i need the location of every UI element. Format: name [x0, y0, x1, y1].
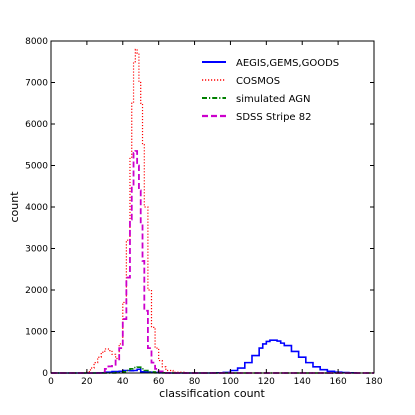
- legend: AEGIS,GEMS,GOODS COSMOS simulated AGN SDSS …: [202, 58, 339, 123]
- legend-label-1: AEGIS,GEMS,GOODS: [236, 58, 339, 69]
- x-tick-label: 140: [294, 377, 311, 387]
- x-tick-label: 160: [330, 377, 347, 387]
- x-tick-label: 180: [365, 377, 382, 387]
- y-tick-label: 0: [42, 369, 48, 379]
- x-tick-label: 120: [258, 377, 275, 387]
- y-tick-label: 3000: [25, 245, 48, 255]
- legend-label-3: simulated AGN: [236, 94, 310, 105]
- legend-label-4: SDSS Stripe 82: [236, 112, 311, 123]
- legend-label-2: COSMOS: [236, 76, 280, 87]
- y-axis: 0 1000 2000 3000 4000 5000 6000 7000 8000: [25, 37, 374, 379]
- x-axis: 0 20 40 60 80 100 120 140 160 180: [48, 41, 383, 387]
- x-tick-label: 100: [222, 377, 239, 387]
- y-tick-label: 8000: [25, 37, 48, 47]
- y-tick-label: 1000: [25, 328, 48, 338]
- y-axis-label: count: [8, 191, 21, 223]
- x-tick-label: 0: [48, 377, 54, 387]
- plot-lines: [51, 48, 374, 374]
- x-axis-label: classification count: [159, 387, 265, 400]
- y-tick-label: 6000: [25, 120, 48, 130]
- y-tick-label: 5000: [25, 162, 48, 172]
- series-line-2: [51, 48, 374, 374]
- y-tick-label: 7000: [25, 79, 48, 89]
- series-line-1: [51, 339, 357, 374]
- plot-frame: [50, 40, 375, 374]
- y-tick-label: 4000: [25, 203, 48, 213]
- x-tick-label: 60: [153, 377, 165, 387]
- series-line-4: [51, 150, 374, 374]
- y-tick-label: 2000: [25, 286, 48, 296]
- x-tick-label: 40: [117, 377, 129, 387]
- x-tick-label: 20: [81, 377, 93, 387]
- x-tick-label: 80: [189, 377, 201, 387]
